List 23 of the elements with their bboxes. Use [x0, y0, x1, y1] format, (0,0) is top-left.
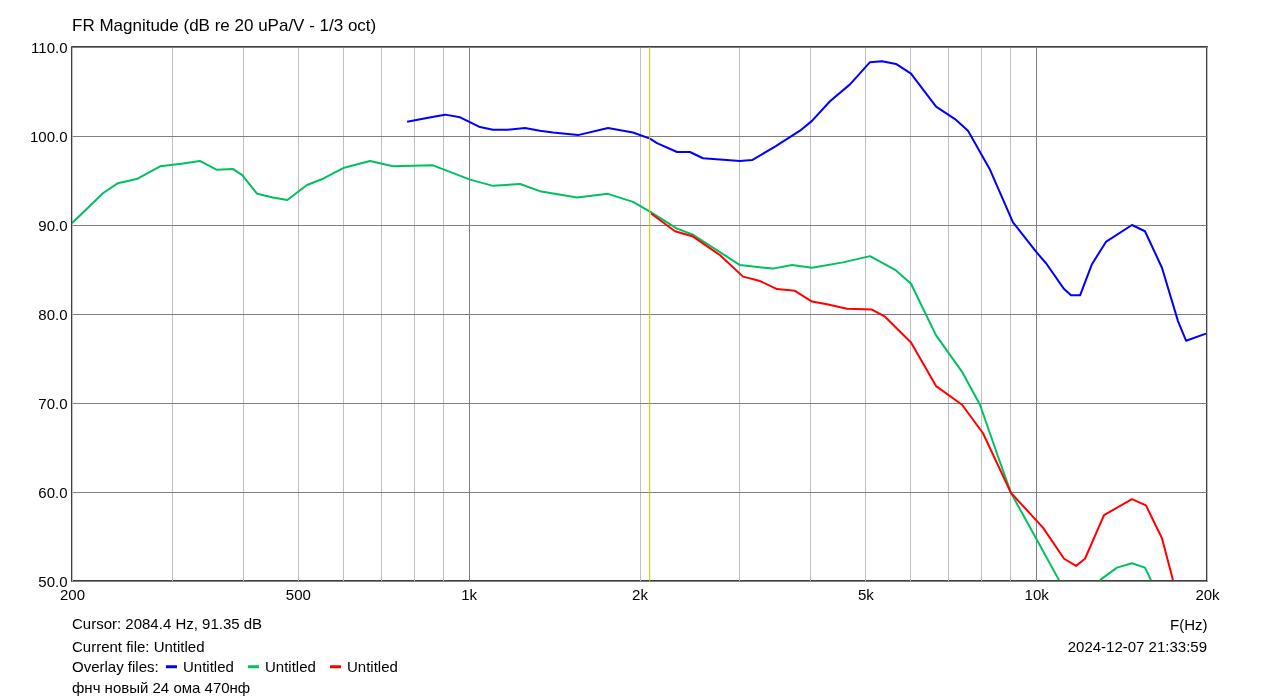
- text: 2024-12-07 21:33:59: [1067, 638, 1207, 655]
- x-tick-label: 1k: [461, 585, 478, 603]
- x-axis-title: F(Hz): [1170, 615, 1208, 633]
- y-tick-label: 90.0: [38, 216, 68, 234]
- legend-label: Untitled: [347, 657, 398, 675]
- text: Current file: Untitled: [72, 638, 205, 655]
- y-tick-label: 100.0: [29, 127, 68, 145]
- chart-title: FR Magnitude (dB re 20 uPa/V - 1/3 oct): [72, 16, 377, 35]
- text: фнч новый 24 ома 470нф: [72, 679, 251, 696]
- y-tick-label: 110.0: [31, 38, 68, 56]
- y-tick-label: 50.0: [38, 572, 68, 590]
- x-tick-label: 10k: [1024, 585, 1050, 603]
- y-tick-label: 70.0: [38, 394, 68, 412]
- x-tick-label: 5k: [857, 585, 875, 603]
- y-tick-label: 60.0: [38, 483, 68, 501]
- x-tick-label: 500: [285, 585, 311, 603]
- legend-title: Overlay files:: [72, 658, 159, 675]
- x-tick-label: 2k: [632, 585, 649, 603]
- y-tick-label: 80.0: [38, 305, 68, 323]
- legend-label: Untitled: [265, 657, 316, 675]
- x-tick-label: 20k: [1195, 585, 1221, 603]
- legend-label: Untitled: [183, 657, 234, 675]
- text: Cursor: 2084.4 Hz, 91.35 dB: [72, 615, 263, 632]
